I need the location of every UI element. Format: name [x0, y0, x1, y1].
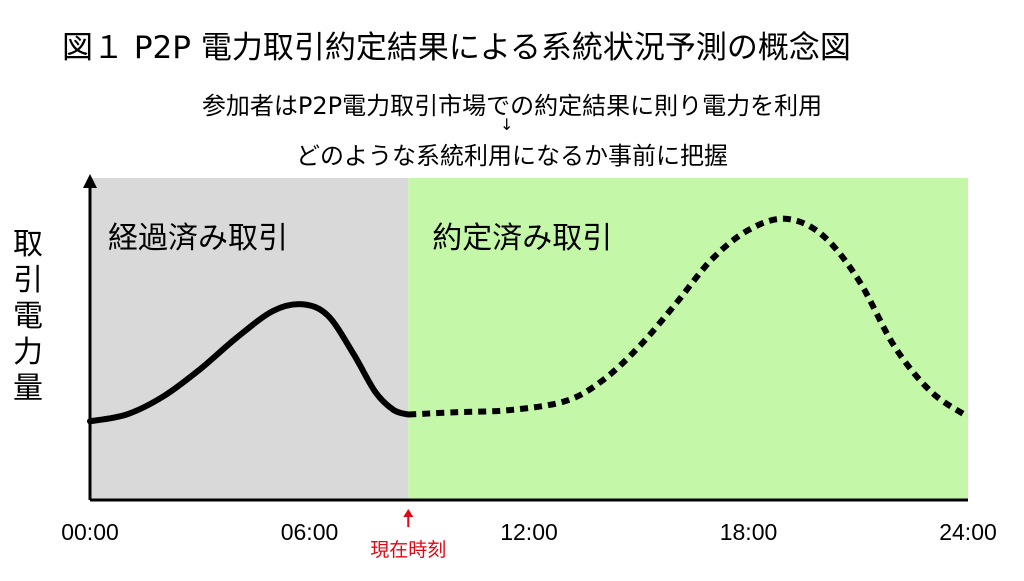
- current-time-label: 現在時刻: [370, 539, 446, 561]
- x-tick-label: 12:00: [500, 519, 558, 545]
- x-tick-label: 18:00: [720, 519, 778, 545]
- y-axis-label-char: 力: [13, 335, 43, 370]
- x-axis-ticks: 00:00 06:00 12:00 18:00 24:00: [61, 519, 997, 545]
- past-trading-curve: [87, 301, 412, 425]
- future-trading-curve: [408, 215, 970, 420]
- down-arrow-icon: ↓: [500, 115, 514, 134]
- up-arrow-icon: [403, 509, 414, 517]
- y-axis-label-char: 電: [13, 299, 43, 334]
- y-axis-label-char: 引: [13, 263, 43, 298]
- subtitle-line1: 参加者はP2P電力取引市場での約定結果に則り電力を利用: [201, 92, 823, 120]
- subtitle-line2: どのような系統利用になるか事前に把握: [296, 142, 728, 170]
- x-tick-label: 06:00: [281, 519, 339, 545]
- x-tick-label: 24:00: [939, 519, 997, 545]
- y-axis-label-char: 取: [13, 227, 43, 262]
- y-axis-arrowhead: [83, 174, 97, 188]
- future-region: [408, 178, 968, 500]
- past-region-label: 経過済み取引: [108, 221, 288, 256]
- future-region-label: 約定済み取引: [432, 221, 612, 256]
- y-axis-label-char: 量: [13, 371, 43, 406]
- current-time-marker: 現在時刻: [370, 509, 446, 561]
- x-tick-label: 00:00: [61, 519, 119, 545]
- past-region: [90, 178, 409, 500]
- diagram-title: 図１ P2P 電力取引約定結果による系統状況予測の概念図: [62, 30, 851, 66]
